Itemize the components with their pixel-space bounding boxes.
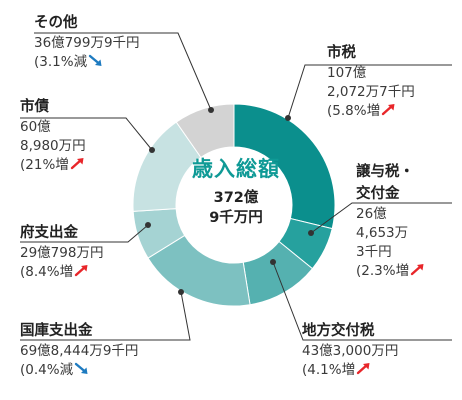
center-total-line1: 372億 [213,190,259,206]
slice-amount-2: 2,072万7千円 [327,84,415,100]
leader-line [272,261,452,341]
slice-amount-1: 107億 [327,65,367,81]
donut-slice [175,103,235,159]
slice-amount: 43億3,000万円 [302,343,399,359]
slice-amount-2: 4,653万 [356,225,409,241]
slice-change: (21%増 [20,156,86,175]
leader-dot [308,230,314,236]
slice-change: (5.8%増 [327,102,415,121]
slice-name-1: 譲与税・ [356,164,414,180]
leader-line [310,202,452,234]
leader-line [20,224,149,243]
slice-name: 市債 [20,99,49,115]
slice-amount: 69億8,444万9千円 [20,343,139,359]
label-local-allocation-tax: 地方交付税 43億3,000万円 (4.1%増 [302,320,398,380]
leader-dot [178,289,184,295]
increase-arrow-icon [74,264,89,277]
leader-dot [270,259,276,265]
slice-change: (8.4%増 [20,263,103,282]
leader-dot [145,222,151,228]
increase-arrow-icon [381,103,396,116]
slice-amount-3: 3千円 [356,244,392,260]
label-transfer-tax: 譲与税・ 交付金 26億 4,653万 3千円 (2.3%増 [356,161,425,281]
slice-amount: 29億798万円 [20,245,104,261]
leader-line [20,291,191,341]
label-bonds: 市債 60億 8,980万円 (21%増 [20,96,86,175]
slice-name: 市税 [327,45,356,61]
leader-line [20,117,153,151]
label-city-tax: 市税 107億 2,072万7千円 (5.8%増 [327,42,415,121]
leader-dot [285,115,291,121]
leader-dot [208,107,214,113]
increase-arrow-icon [356,362,371,375]
increase-arrow-icon [70,157,85,170]
slice-change: (2.3%増 [356,262,425,281]
leader-line [34,32,212,111]
slice-name-2: 交付金 [356,186,400,202]
label-prefecture-funds: 府支出金 29億798万円 (8.4%増 [20,222,103,282]
decrease-arrow-icon [74,362,89,375]
slice-amount-1: 60億 [20,119,51,135]
slice-change: (3.1%減 [34,53,140,72]
slice-name: 国庫支出金 [20,323,93,339]
label-other: その他 36億799万9千円 (3.1%減 [34,12,140,72]
increase-arrow-icon [410,263,425,276]
decrease-arrow-icon [88,54,103,67]
center-title: 歳入総額 [192,157,280,181]
center-total-line2: 9千万円 [209,210,263,226]
slice-name: 府支出金 [20,225,78,241]
leader-line [287,64,452,119]
slice-amount-2: 8,980万円 [20,138,86,154]
slice-name: 地方交付税 [302,323,375,339]
slice-change: (0.4%減 [20,361,138,380]
slice-name: その他 [34,15,78,31]
slice-amount: 36億799万9千円 [34,35,140,51]
slice-amount-1: 26億 [356,206,387,222]
leader-dot [149,147,155,153]
label-national-funds: 国庫支出金 69億8,444万9千円 (0.4%減 [20,320,138,380]
slice-change: (4.1%増 [302,361,398,380]
